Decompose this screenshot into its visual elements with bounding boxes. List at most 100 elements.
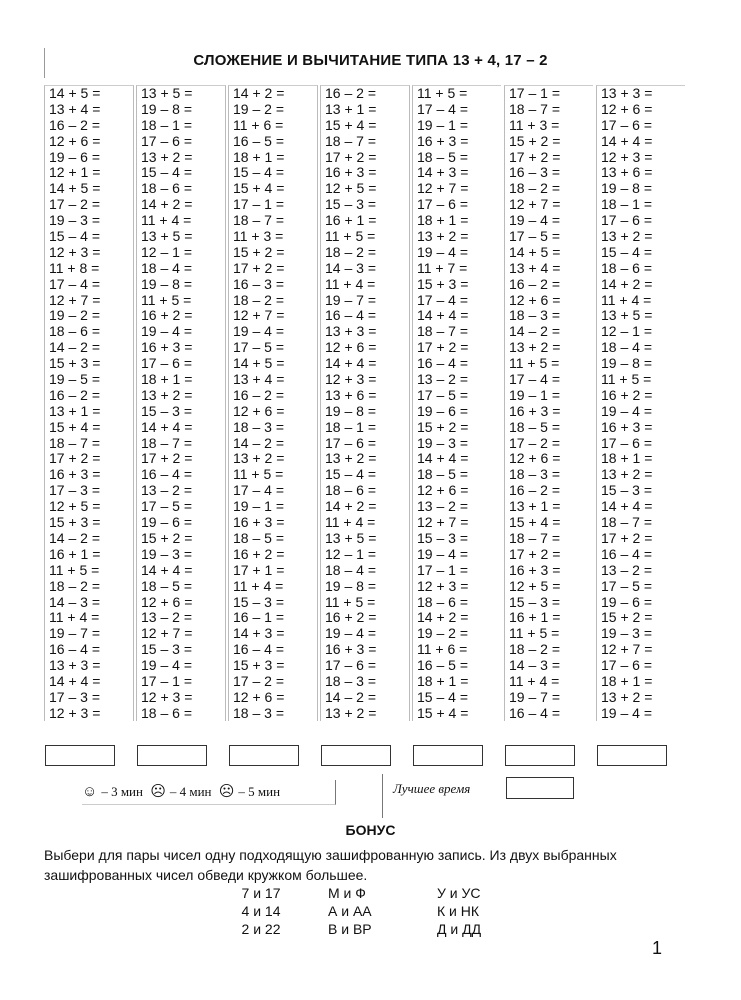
exercise: 16 + 3 =	[509, 402, 561, 419]
exercise: 15 – 3 =	[509, 593, 560, 610]
exercise: 14 – 3 =	[325, 259, 376, 276]
exercise: 12 + 7 =	[141, 625, 193, 642]
exercise: 17 – 1 =	[233, 196, 284, 213]
exercise: 16 + 3 =	[233, 514, 285, 531]
exercise: 12 + 7 =	[49, 291, 101, 308]
exercise-column: 14 + 2 = 19 – 2 = 11 + 6 = 16 – 5 = 18 + 1 =…	[228, 85, 318, 721]
exercise: 18 – 3 =	[509, 307, 560, 324]
exercise: 11 + 5 =	[141, 291, 192, 308]
exercise: 19 – 6 =	[417, 402, 468, 419]
exercise: 15 – 4 =	[49, 228, 100, 245]
exercise: 16 – 4 =	[141, 466, 192, 483]
exercise: 15 + 2 =	[417, 418, 469, 435]
exercise: 18 + 1 =	[417, 212, 469, 229]
exercise: 14 + 4 =	[417, 307, 469, 324]
exercise: 15 + 4 =	[233, 180, 285, 197]
exercise: 17 + 2 =	[601, 529, 653, 546]
page-number: 1	[652, 938, 663, 958]
exercise: 16 – 4 =	[49, 641, 100, 658]
exercise: 16 – 4 =	[509, 704, 560, 721]
exercise: 13 + 6 =	[601, 164, 653, 181]
exercise: 12 + 7 =	[233, 307, 285, 324]
exercise: 15 + 3 =	[49, 355, 101, 372]
exercise: 14 + 2 =	[417, 609, 469, 626]
exercise: 14 + 5 =	[233, 355, 285, 372]
exercise: 14 – 2 =	[325, 688, 376, 705]
exercise: 18 + 1 =	[601, 450, 653, 467]
exercise: 17 – 5 =	[601, 577, 652, 594]
code[interactable]: М и Ф	[328, 885, 366, 901]
code[interactable]: У и УС	[437, 885, 481, 901]
exercise: 18 – 6 =	[141, 704, 192, 721]
exercise: 13 + 5 =	[141, 85, 193, 101]
timing-label: – 5 мин	[238, 784, 281, 799]
exercise: 12 + 5 =	[509, 577, 561, 594]
exercise: 18 – 4 =	[325, 561, 376, 578]
time-answer-box[interactable]	[597, 745, 667, 766]
exercise: 12 + 6 =	[325, 339, 377, 356]
exercise: 17 + 2 =	[233, 259, 285, 276]
time-answer-box[interactable]	[321, 745, 391, 766]
exercise: 19 – 8 =	[141, 100, 192, 117]
exercise: 19 – 5 =	[49, 371, 100, 388]
exercise: 14 + 3 =	[417, 164, 469, 181]
exercise: 16 – 2 =	[233, 386, 284, 403]
exercise-column: 16 – 2 = 13 + 1 = 15 + 4 = 18 – 7 = 17 + 2 =…	[320, 85, 410, 721]
exercise: 12 + 6 =	[49, 132, 101, 149]
exercise: 18 – 6 =	[141, 180, 192, 197]
time-answer-box[interactable]	[137, 745, 207, 766]
code[interactable]: А и АА	[328, 903, 372, 919]
exercise: 16 + 3 =	[141, 339, 193, 356]
exercise: 15 + 2 =	[233, 243, 285, 260]
best-time-box[interactable]	[506, 777, 574, 799]
exercise: 15 – 4 =	[141, 164, 192, 181]
exercise: 16 + 2 =	[601, 386, 653, 403]
code[interactable]: В и ВР	[328, 921, 372, 937]
exercise: 18 – 7 =	[509, 529, 560, 546]
exercise: 16 + 3 =	[509, 561, 561, 578]
exercise: 17 + 2 =	[509, 148, 561, 165]
exercise: 17 – 6 =	[601, 116, 652, 133]
pair: 4 и 14	[241, 903, 281, 919]
exercise: 16 – 2 =	[49, 116, 100, 133]
exercise: 13 + 2 =	[141, 148, 193, 165]
code[interactable]: К и НК	[437, 903, 480, 919]
exercise: 14 – 2 =	[49, 529, 100, 546]
exercise: 15 + 4 =	[417, 704, 469, 721]
timing-legend: ☺ – 3 мин ☹︎ – 4 мин ☹ – 5 мин	[82, 780, 336, 805]
exercise: 12 – 1 =	[141, 243, 192, 260]
exercise: 18 – 7 =	[49, 434, 100, 451]
neutral-face-icon: ☹︎	[150, 784, 166, 800]
exercise: 11 + 5 =	[509, 355, 560, 372]
exercise-column: 13 + 5 = 19 – 8 = 18 – 1 = 17 – 6 = 13 + 2 =…	[136, 85, 226, 721]
time-answer-box[interactable]	[229, 745, 299, 766]
exercise: 18 + 1 =	[233, 148, 285, 165]
time-answer-box[interactable]	[413, 745, 483, 766]
exercise: 19 – 4 =	[141, 323, 192, 340]
exercise: 17 – 4 =	[233, 482, 284, 499]
exercise: 12 – 1 =	[325, 545, 376, 562]
exercise: 14 + 5 =	[49, 85, 101, 101]
exercise: 17 – 6 =	[601, 212, 652, 229]
exercise: 13 + 1 =	[325, 100, 377, 117]
exercise: 13 + 2 =	[601, 466, 653, 483]
exercise: 11 + 4 =	[601, 291, 652, 308]
time-answer-box[interactable]	[45, 745, 115, 766]
exercise: 19 – 4 =	[141, 657, 192, 674]
exercise: 16 + 3 =	[601, 418, 653, 435]
exercise: 12 – 1 =	[601, 323, 652, 340]
exercise: 15 – 4 =	[325, 466, 376, 483]
exercise: 18 + 1 =	[417, 672, 469, 689]
exercise: 15 – 4 =	[601, 243, 652, 260]
exercise: 11 + 3 =	[233, 228, 284, 245]
code[interactable]: Д и ДД	[437, 921, 482, 937]
exercise: 17 – 1 =	[141, 672, 192, 689]
exercise: 18 – 5 =	[509, 418, 560, 435]
exercise: 18 – 7 =	[601, 514, 652, 531]
exercise: 15 – 4 =	[417, 688, 468, 705]
exercise: 14 + 3 =	[233, 625, 285, 642]
exercise: 17 – 4 =	[417, 100, 468, 117]
exercise: 19 – 4 =	[233, 323, 284, 340]
time-answer-box[interactable]	[505, 745, 575, 766]
exercise: 15 + 3 =	[49, 514, 101, 531]
